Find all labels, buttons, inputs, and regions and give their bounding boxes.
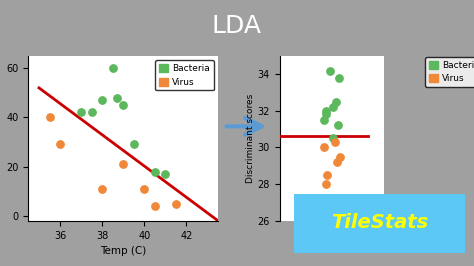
Text: TileStats: TileStats [330,213,428,232]
Point [334,160,341,164]
Y-axis label: Discriminant scores: Discriminant scores [246,94,255,183]
Point [330,136,337,140]
Point [172,201,180,206]
Point [323,173,331,177]
Point [331,140,339,144]
X-axis label: Temp (C): Temp (C) [100,246,146,256]
Point [130,142,137,147]
Point [329,105,337,109]
Y-axis label: CRP (mg/L): CRP (mg/L) [0,109,1,167]
Point [326,68,334,73]
Point [56,142,64,147]
Point [322,109,330,113]
FancyArrowPatch shape [227,118,262,135]
Point [113,95,121,100]
FancyBboxPatch shape [283,192,474,255]
Point [151,169,159,174]
Point [109,66,117,70]
Point [99,187,106,191]
Point [320,118,328,122]
Legend: Bacteria, Virus: Bacteria, Virus [155,60,213,90]
Point [88,110,95,115]
Point [151,204,159,208]
Point [46,115,53,119]
Point [323,197,330,201]
Point [119,103,127,107]
Point [77,110,85,115]
Point [323,182,330,186]
Text: LDA: LDA [212,14,262,38]
Point [334,123,342,128]
Point [320,145,328,149]
Point [332,99,339,104]
Point [322,112,330,117]
Point [336,155,344,159]
Point [162,172,169,176]
Point [140,187,148,191]
Legend: Bacteria, Virus: Bacteria, Virus [425,57,474,87]
Point [119,162,127,166]
Point [99,98,106,102]
Point [336,76,343,80]
